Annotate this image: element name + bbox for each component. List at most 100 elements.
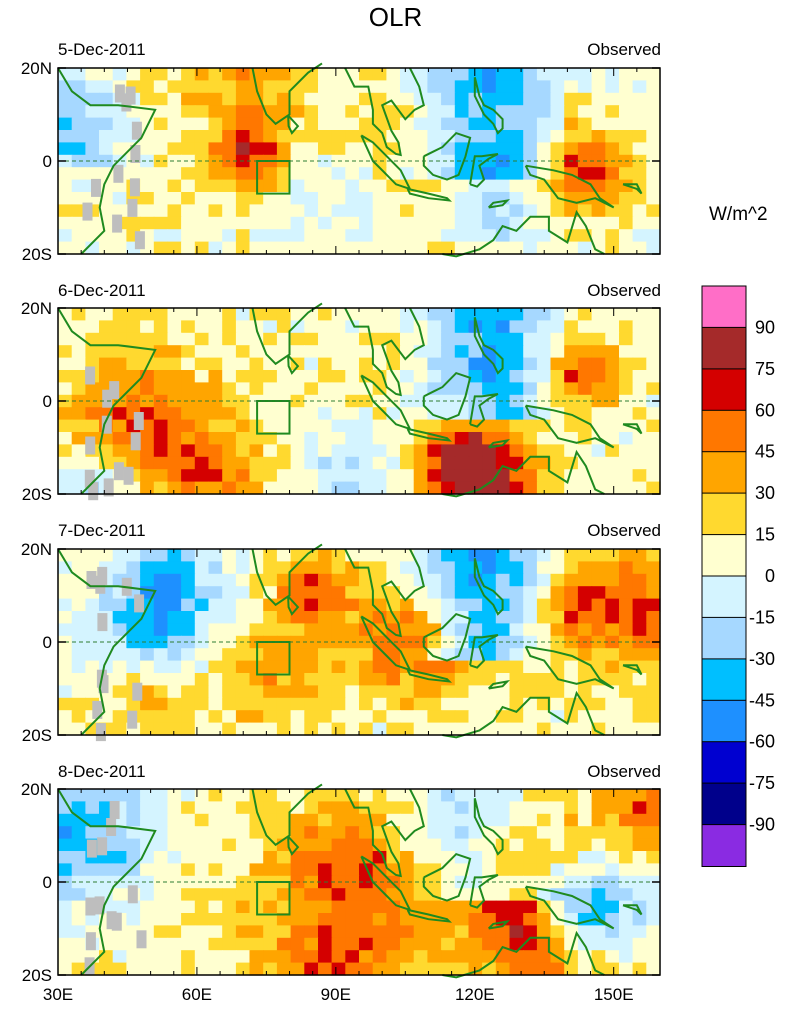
field-cell xyxy=(208,851,223,864)
field-cell xyxy=(386,419,401,433)
coastline xyxy=(57,307,157,495)
field-cell xyxy=(441,357,456,371)
field-cell xyxy=(441,154,456,168)
field-cell xyxy=(85,801,100,815)
field-cell xyxy=(235,549,251,562)
field-cell xyxy=(591,204,606,218)
field-cell xyxy=(345,80,360,94)
field-cell xyxy=(646,648,661,662)
field-cell xyxy=(58,838,73,852)
field-cell xyxy=(263,813,278,827)
field-cell xyxy=(386,863,401,877)
field-cell xyxy=(235,950,251,964)
field-cell xyxy=(454,105,470,119)
field-cell xyxy=(564,623,579,637)
field-cell xyxy=(331,117,346,131)
field-cell xyxy=(290,241,305,255)
field-cell xyxy=(181,332,196,346)
y-tick-label: 0 xyxy=(43,633,52,652)
field-cell xyxy=(153,962,169,976)
field-cell xyxy=(181,888,196,902)
field-cell xyxy=(509,561,524,575)
field-cell xyxy=(345,697,360,711)
field-cell xyxy=(263,229,278,243)
field-cell xyxy=(167,154,182,168)
field-cell xyxy=(167,888,182,902)
field-cell xyxy=(263,710,278,724)
field-cell xyxy=(249,456,264,470)
coastline xyxy=(57,548,157,736)
field-cell xyxy=(167,394,182,408)
field-cell xyxy=(550,130,565,143)
field-cell xyxy=(482,68,497,81)
field-cell xyxy=(181,863,196,877)
field-cell xyxy=(468,105,483,119)
field-cell xyxy=(222,80,237,94)
field-cell xyxy=(112,370,127,383)
field-cell xyxy=(400,469,415,483)
field-cell xyxy=(632,432,647,445)
field-cell xyxy=(550,117,565,131)
field-cell xyxy=(58,216,73,230)
field-cell xyxy=(646,838,661,852)
field-cell xyxy=(400,320,415,334)
field-cell xyxy=(58,142,73,156)
field-cell xyxy=(536,432,552,445)
field-cell xyxy=(85,813,100,827)
field-cell xyxy=(181,937,196,951)
field-cell xyxy=(318,660,333,674)
missing-data xyxy=(130,145,141,163)
field-cell xyxy=(564,851,579,864)
field-cell xyxy=(482,937,497,951)
field-cell xyxy=(99,204,114,218)
field-cell xyxy=(523,549,538,562)
field-cell xyxy=(153,419,169,433)
field-cell xyxy=(304,469,319,483)
field-cell xyxy=(85,308,100,321)
field-cell xyxy=(276,813,292,827)
field-cell xyxy=(495,167,511,181)
field-cell xyxy=(222,370,237,383)
field-cell xyxy=(345,105,360,119)
field-cell xyxy=(194,586,210,600)
field-cell xyxy=(523,598,538,612)
field-cell xyxy=(468,950,483,964)
field-cell xyxy=(222,204,237,218)
field-cell xyxy=(564,332,579,346)
field-cell xyxy=(564,685,579,699)
field-cell xyxy=(509,80,524,94)
field-cell xyxy=(112,685,127,699)
field-cell xyxy=(427,789,442,802)
field-cell xyxy=(482,382,497,396)
field-cell xyxy=(222,801,237,815)
field-cell xyxy=(427,838,442,852)
field-cell xyxy=(536,167,552,181)
field-cell xyxy=(495,962,511,976)
field-cell xyxy=(304,648,319,662)
field-cell xyxy=(345,598,360,612)
field-cell xyxy=(318,407,333,421)
field-cell xyxy=(276,216,292,230)
field-cell xyxy=(181,469,196,483)
field-cell xyxy=(359,308,374,321)
missing-data xyxy=(85,932,96,951)
field-cell xyxy=(591,308,606,321)
field-cell xyxy=(222,623,237,637)
field-cell xyxy=(263,685,278,699)
field-cell xyxy=(577,80,593,94)
field-cell xyxy=(153,370,169,383)
field-cell xyxy=(482,142,497,156)
field-cell xyxy=(153,937,169,951)
field-cell xyxy=(85,92,100,106)
field-cell xyxy=(400,937,415,951)
field-cell xyxy=(85,660,100,674)
field-cell xyxy=(318,913,333,926)
field-cell xyxy=(591,660,606,674)
field-cell xyxy=(235,586,251,600)
field-cell xyxy=(85,863,100,877)
field-cell xyxy=(290,456,305,470)
field-cell xyxy=(441,130,456,143)
field-cell xyxy=(427,154,442,168)
field-cell xyxy=(140,673,155,686)
